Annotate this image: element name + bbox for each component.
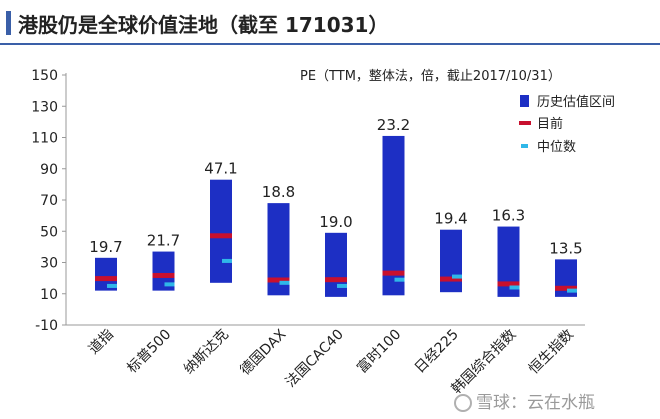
legend-current-swatch [519,121,531,125]
median-marker [337,283,347,288]
title-bar: 港股仍是全球价值洼地（截至 171031） [0,0,660,45]
y-tick-label: -10 [35,318,58,334]
title-accent [6,11,11,35]
y-tick-label: 70 [40,193,58,209]
watermark: 雪球：云在水瓶 [454,388,595,413]
legend-range-swatch [520,95,529,107]
legend-median-swatch [521,144,528,148]
range-bar [497,226,520,297]
value-label: 18.8 [262,183,295,201]
legend-range-label: 历史估值区间 [537,94,615,110]
chart-subtitle: PE（TTM，整体法，倍，截止2017/10/31） [300,69,561,84]
current-marker [497,281,520,287]
median-marker [222,258,232,263]
chart-title: 港股仍是全球价值洼地（截至 171031） [18,13,389,37]
snowball-logo-icon [454,394,472,412]
current-marker [152,272,175,278]
current-marker [382,270,405,276]
value-label: 19.7 [89,238,122,256]
median-marker [567,288,577,293]
range-bar [95,257,117,291]
category-label: 富时100 [354,326,405,377]
title-rule [0,43,660,45]
category-label: 日经225 [412,327,462,377]
value-label: 13.5 [549,239,582,257]
current-marker [95,276,117,282]
median-marker [509,285,520,290]
value-label: 19.0 [319,213,352,231]
watermark-text: 雪球：云在水瓶 [476,393,595,413]
y-tick-label: 30 [40,256,58,272]
current-marker [210,233,232,239]
value-label: 47.1 [204,160,237,178]
bars: 19.7 道指 21.7 标普500 47.1 纳斯达克 18.8 德国DAX 19.0 法国CA… [86,116,583,397]
current-marker [555,285,577,291]
value-label: 23.2 [377,116,410,134]
value-label: 19.4 [434,210,467,228]
category-label: 德国DAX [237,326,289,378]
value-label: 21.7 [147,232,180,250]
category-label: 法国CAC40 [283,327,347,391]
range-bar [152,251,175,291]
y-tick-label: 90 [40,162,58,178]
category-label: 纳斯达克 [181,327,232,378]
y-tick-label: 110 [31,131,58,147]
range-bar [382,135,405,296]
y-tick-label: 130 [31,99,58,115]
category-label: 恒生指数 [526,327,577,378]
current-marker [267,277,290,283]
y-tick-label: 50 [40,224,58,240]
median-marker [164,282,175,287]
legend-current-label: 目前 [537,116,563,132]
y-tick-label: 150 [31,68,58,84]
median-marker [394,277,405,282]
value-label: 16.3 [492,207,525,225]
median-marker [279,280,290,285]
median-marker [107,283,117,288]
range-bar [440,229,462,293]
category-label: 道指 [86,327,117,358]
legend-median-label: 中位数 [537,140,576,155]
current-marker [325,277,347,283]
median-marker [452,274,462,279]
current-marker [440,276,462,282]
y-tick-label: 10 [40,287,58,303]
range-bar [267,203,290,296]
category-label: 标普500 [124,327,174,377]
axes: -10 10 30 50 70 90 110 130 150 [31,68,585,334]
range-bar [210,179,232,283]
